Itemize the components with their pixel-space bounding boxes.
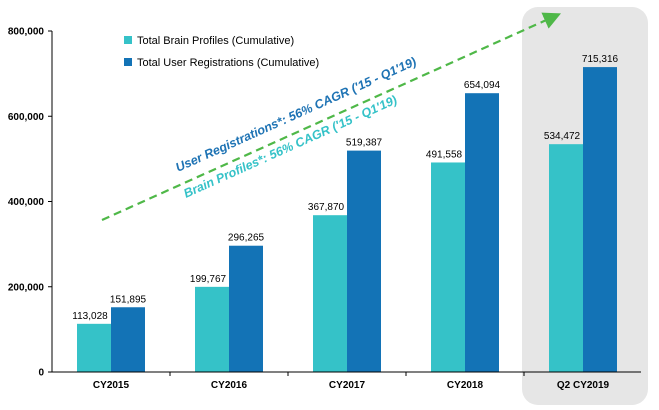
x-tick-label: CY2015 xyxy=(93,380,130,391)
legend-swatch-brain-profiles xyxy=(124,36,132,44)
bar-brain-profiles xyxy=(313,215,347,372)
data-label-user-registrations: 296,265 xyxy=(228,233,265,244)
bar-brain-profiles xyxy=(77,323,111,372)
x-axis: CY2015 CY2016 CY2017 CY2018 Q2 CY2019 xyxy=(52,371,641,391)
y-tick-label: 600,000 xyxy=(8,112,45,123)
data-label-brain-profiles: 534,472 xyxy=(544,131,581,142)
bar-user-registrations xyxy=(465,93,499,372)
data-label-user-registrations: 715,316 xyxy=(582,54,619,65)
data-label-brain-profiles: 491,558 xyxy=(426,149,463,160)
y-axis: 0 200,000 400,000 600,000 800,000 xyxy=(8,27,53,379)
bar-brain-profiles xyxy=(195,286,229,372)
annotation-user-registrations-cagr: User Registrations*: 56% CAGR ('15 - Q1'… xyxy=(173,54,418,174)
x-tick-label: Q2 CY2019 xyxy=(557,380,610,391)
x-tick-label: CY2017 xyxy=(329,380,366,391)
data-label-user-registrations: 151,895 xyxy=(110,294,147,305)
y-tick-label: 400,000 xyxy=(8,197,45,208)
bar-brain-profiles xyxy=(549,144,583,372)
bars xyxy=(77,67,617,372)
data-label-brain-profiles: 367,870 xyxy=(308,202,345,213)
data-label-brain-profiles: 113,028 xyxy=(72,311,108,322)
bar-user-registrations xyxy=(229,245,263,372)
x-tick-label: CY2016 xyxy=(211,380,248,391)
y-tick-label: 200,000 xyxy=(8,282,45,293)
data-label-brain-profiles: 199,767 xyxy=(190,274,227,285)
bar-user-registrations xyxy=(347,150,381,372)
bar-brain-profiles xyxy=(431,162,465,372)
bar-user-registrations xyxy=(583,67,617,372)
y-tick-label: 0 xyxy=(38,368,44,379)
x-tick-label: CY2018 xyxy=(447,380,484,391)
legend: Total Brain Profiles (Cumulative) Total … xyxy=(124,35,319,69)
legend-label-brain-profiles: Total Brain Profiles (Cumulative) xyxy=(137,35,294,47)
bar-user-registrations xyxy=(111,307,145,372)
legend-swatch-user-registrations xyxy=(124,58,132,66)
legend-label-user-registrations: Total User Registrations (Cumulative) xyxy=(137,57,319,69)
y-tick-label: 800,000 xyxy=(8,27,45,38)
data-label-user-registrations: 654,094 xyxy=(464,80,501,91)
data-label-user-registrations: 519,387 xyxy=(346,138,383,149)
trend-arrow xyxy=(101,12,562,222)
